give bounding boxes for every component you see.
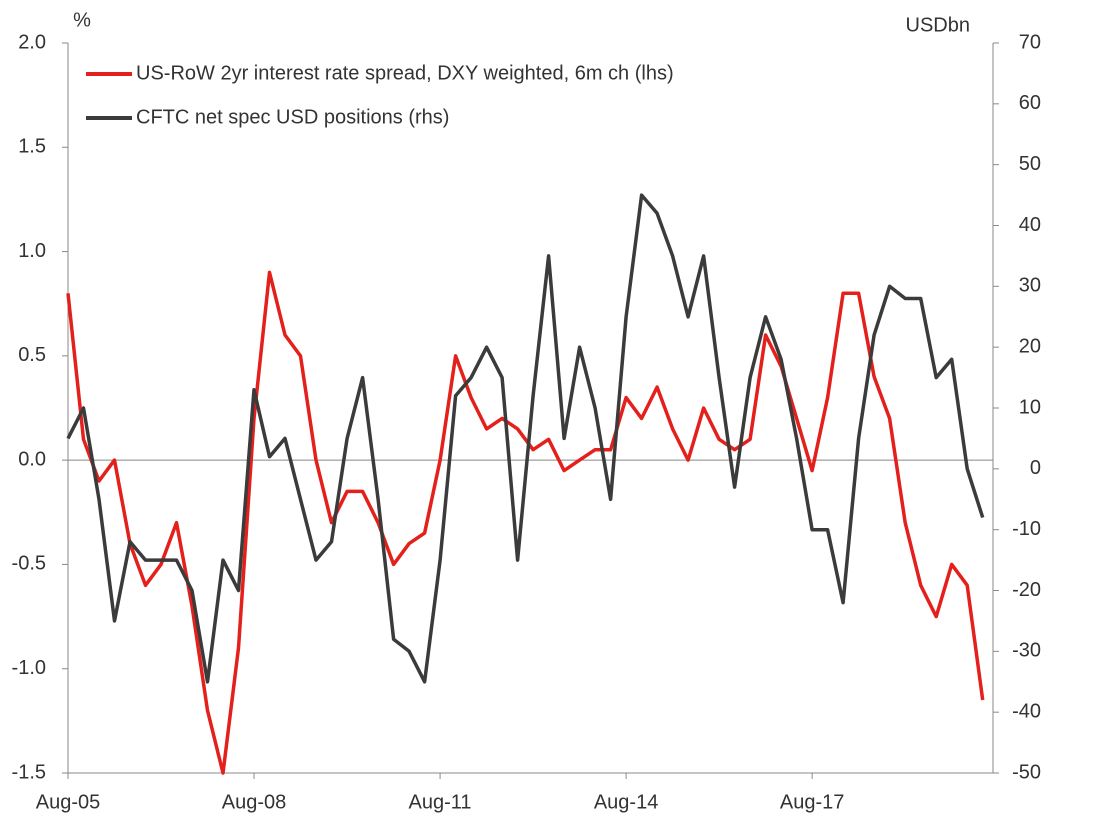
y2-tick-label: 0 [1030, 457, 1041, 479]
x-tick-label: Aug-14 [594, 791, 659, 813]
y-tick-label: -1.0 [12, 657, 46, 679]
x-tick-label: Aug-17 [780, 791, 845, 813]
y-tick-label: 1.5 [18, 136, 46, 158]
y2-tick-label: 30 [1019, 275, 1041, 297]
legend-label: US-RoW 2yr interest rate spread, DXY wei… [136, 62, 674, 84]
x-tick-label: Aug-11 [409, 791, 472, 813]
y2-axis-label: USDbn [906, 14, 970, 36]
y-tick-label: 0.5 [18, 344, 46, 366]
y2-tick-label: 70 [1019, 31, 1041, 53]
y2-tick-label: 40 [1019, 214, 1041, 236]
y-tick-label: 1.0 [18, 240, 46, 262]
y2-tick-label: -20 [1012, 579, 1041, 601]
y2-tick-label: 50 [1019, 153, 1041, 175]
y2-tick-label: -50 [1012, 761, 1041, 783]
series-line [66, 270, 985, 775]
legend-label: CFTC net spec USD positions (rhs) [136, 106, 449, 128]
series-line [66, 193, 985, 684]
y2-tick-label: 60 [1019, 92, 1041, 114]
y2-tick-label: -10 [1012, 518, 1041, 540]
y-tick-label: 0.0 [18, 448, 46, 470]
y-axis-label: % [73, 9, 91, 31]
y-tick-label: -1.5 [12, 761, 46, 783]
y-tick-label: -0.5 [12, 553, 46, 575]
y2-tick-label: -40 [1012, 700, 1041, 722]
y-tick-label: 2.0 [18, 31, 46, 53]
y2-tick-label: 10 [1019, 396, 1041, 418]
y2-tick-label: 20 [1019, 335, 1041, 357]
x-tick-label: Aug-08 [222, 791, 287, 813]
y2-tick-label: -30 [1012, 640, 1041, 662]
x-tick-label: Aug-05 [36, 791, 101, 813]
